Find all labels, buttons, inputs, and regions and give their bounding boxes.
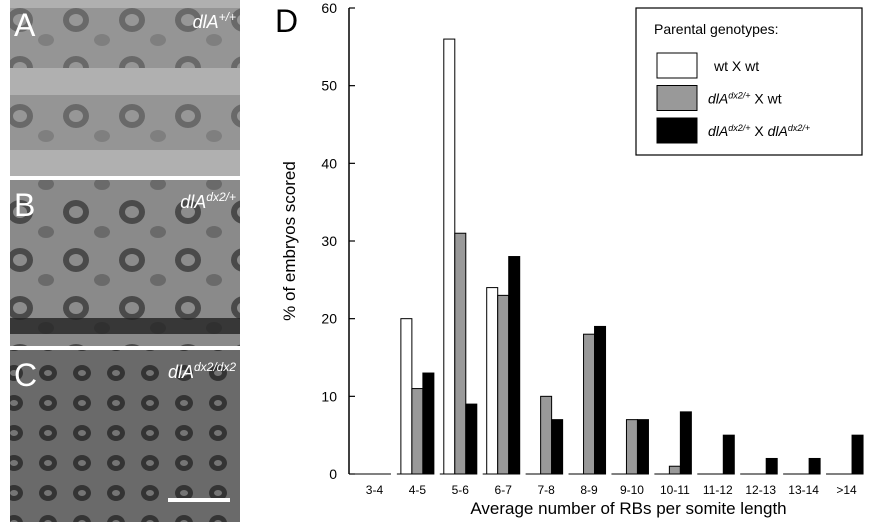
bar: [508, 256, 521, 475]
bar: [422, 372, 435, 475]
y-tick-label: 0: [329, 466, 337, 482]
y-axis-label: % of embryos scored: [280, 161, 299, 321]
bar: [551, 419, 564, 475]
micrograph-c: [10, 350, 240, 522]
bar: [625, 419, 638, 475]
genotype-label: dlAdx2/dx2: [168, 360, 236, 382]
bar: [443, 38, 456, 475]
legend-label: wt X wt: [713, 58, 759, 74]
text-run: dlA: [180, 192, 206, 212]
bar: [765, 457, 778, 475]
y-tick-label: 60: [321, 0, 337, 16]
micrographs: [10, 0, 240, 522]
x-tick-label: 13-14: [788, 483, 819, 497]
x-tick-label: 12-13: [745, 483, 776, 497]
y-tick-label: 20: [321, 311, 337, 327]
text-run: dx2/+: [206, 190, 236, 204]
bar: [851, 434, 864, 475]
legend-swatch: [656, 85, 698, 111]
panel-letter: A: [14, 7, 36, 43]
text-run: dlA: [193, 12, 219, 32]
bar: [594, 325, 607, 475]
text-run: dlA: [708, 91, 728, 107]
micrograph-a-row: [10, 8, 240, 68]
genotype-label: dlAdx2/+: [180, 190, 236, 212]
bar: [540, 395, 553, 475]
x-tick-label: 7-8: [537, 483, 555, 497]
bar: [636, 419, 649, 475]
legend-swatch: [656, 52, 698, 79]
x-tick-label: 5-6: [452, 483, 470, 497]
bar: [668, 465, 681, 475]
x-tick-label: 9-10: [620, 483, 644, 497]
text-run: X: [751, 123, 768, 139]
legend-swatch: [656, 117, 698, 144]
bar: [465, 403, 478, 475]
text-run: dx2/+: [728, 91, 750, 101]
panel-letter: D: [275, 3, 298, 39]
text-run: X wt: [751, 91, 782, 107]
text-run: +/+: [219, 10, 236, 24]
text-run: dlA: [168, 362, 194, 382]
micrograph-b-band: [10, 318, 240, 334]
y-tick-label: 50: [321, 78, 337, 94]
bar: [411, 388, 424, 475]
legend-label: dlAdx2/+ X wt: [708, 91, 782, 107]
x-tick-label: >14: [836, 483, 857, 497]
bar: [497, 294, 510, 475]
bar: [400, 318, 413, 475]
x-tick-label: 11-12: [703, 483, 733, 497]
bar: [722, 434, 735, 475]
legend-label: dlAdx2/+ X dlAdx2/+: [708, 123, 810, 139]
bar: [486, 287, 499, 475]
text-run: wt X wt: [713, 58, 759, 74]
bar: [454, 232, 467, 475]
x-tick-label: 10-11: [660, 483, 690, 497]
text-run: dlA: [768, 123, 788, 139]
panel-letter: C: [14, 357, 37, 393]
legend-title: Parental genotypes:: [654, 21, 779, 37]
text-run: dlA: [708, 123, 728, 139]
text-run: dx2/+: [788, 123, 810, 133]
y-tick-label: 30: [321, 233, 337, 249]
x-tick-label: 6-7: [495, 483, 513, 497]
x-tick-label: 3-4: [366, 483, 384, 497]
y-tick-label: 40: [321, 155, 337, 171]
text-run: dx2/dx2: [194, 360, 236, 374]
x-tick-label: 8-9: [580, 483, 598, 497]
bar: [583, 333, 596, 475]
panel-letter: B: [14, 187, 35, 223]
y-tick-label: 10: [321, 388, 337, 404]
bar: [808, 457, 821, 475]
x-axis-label: Average number of RBs per somite length: [470, 499, 786, 518]
x-tick-label: 4-5: [409, 483, 427, 497]
genotype-label: dlA+/+: [193, 10, 236, 32]
micrograph-a-row: [10, 95, 240, 150]
bar: [679, 411, 692, 475]
text-run: dx2/+: [728, 123, 750, 133]
